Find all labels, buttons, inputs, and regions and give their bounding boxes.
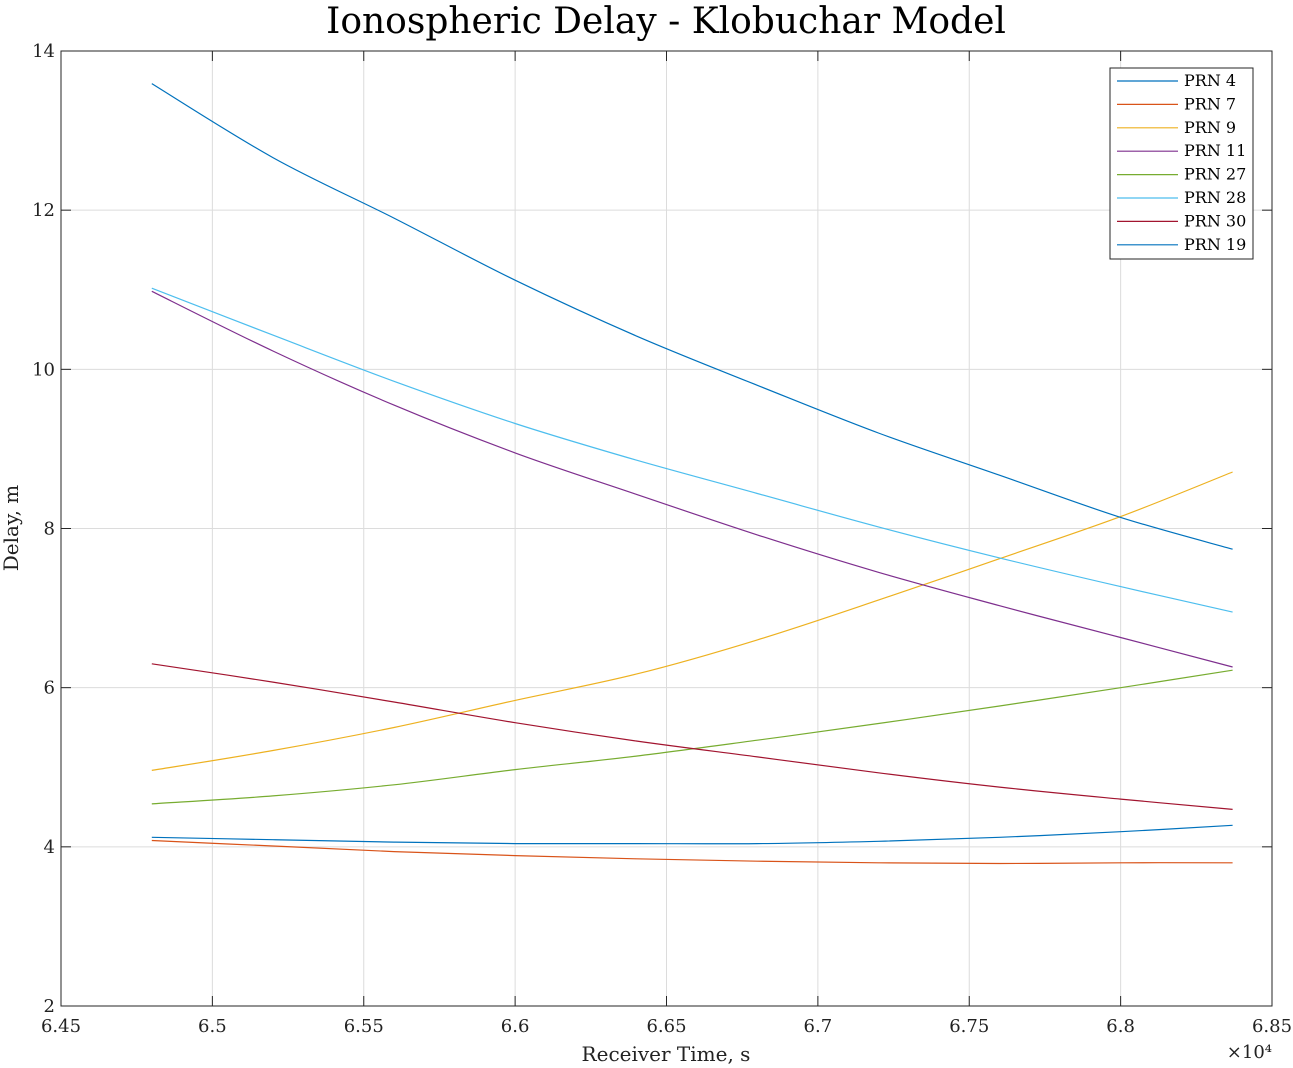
x-tick-label: 6.55 bbox=[344, 1016, 384, 1037]
series-line-prn-7 bbox=[151, 839, 1233, 865]
chart-title: Ionospheric Delay - Klobuchar Model bbox=[326, 1, 1006, 42]
y-tick-label: 8 bbox=[44, 519, 55, 540]
series-line-prn-4 bbox=[151, 824, 1233, 845]
x-tick-label: 6.65 bbox=[646, 1016, 686, 1037]
y-tick-labels: 2 4 6 8 10 12 14 bbox=[32, 41, 55, 1017]
legend-box bbox=[1109, 67, 1254, 260]
y-tick-label: 4 bbox=[44, 837, 55, 858]
x-tick-label: 6.75 bbox=[949, 1016, 989, 1037]
series-line-prn-11 bbox=[151, 290, 1233, 668]
x-tick-label: 6.85 bbox=[1252, 1016, 1292, 1037]
legend-label-prn-27: PRN 27 bbox=[1184, 165, 1246, 184]
legend-label-prn-9: PRN 9 bbox=[1184, 118, 1236, 137]
axis-ticks bbox=[60, 50, 1273, 1007]
legend-label-prn-4: PRN 4 bbox=[1184, 71, 1236, 90]
series-line-prn-9 bbox=[151, 471, 1233, 771]
legend: PRN 4 PRN 7 PRN 9 PRN 11 PRN 27 PRN 28 PRN 30 P… bbox=[1109, 67, 1254, 260]
x-axis-exponent: ×10⁴ bbox=[1227, 1042, 1272, 1063]
series-line-prn-27 bbox=[151, 669, 1233, 805]
series-line-prn-28 bbox=[151, 287, 1233, 613]
series-line-prn-19 bbox=[151, 83, 1233, 550]
y-tick-label: 2 bbox=[44, 996, 55, 1017]
grid-lines bbox=[60, 50, 1273, 1007]
legend-label-prn-11: PRN 11 bbox=[1184, 141, 1246, 160]
x-tick-label: 6.5 bbox=[198, 1016, 227, 1037]
x-tick-label: 6.8 bbox=[1106, 1016, 1135, 1037]
legend-label-prn-30: PRN 30 bbox=[1184, 211, 1246, 230]
x-tick-label: 6.45 bbox=[41, 1016, 81, 1037]
y-tick-label: 14 bbox=[32, 41, 55, 62]
x-tick-label: 6.7 bbox=[804, 1016, 833, 1037]
series-line-prn-30 bbox=[151, 663, 1233, 810]
x-tick-labels: 6.45 6.5 6.55 6.6 6.65 6.7 6.75 6.8 6.85 bbox=[41, 1016, 1292, 1037]
legend-label-prn-7: PRN 7 bbox=[1184, 94, 1236, 113]
legend-label-prn-19: PRN 19 bbox=[1184, 235, 1246, 254]
y-axis-label: Delay, m bbox=[0, 485, 23, 572]
x-tick-label: 6.6 bbox=[501, 1016, 530, 1037]
x-axis-label: Receiver Time, s bbox=[582, 1042, 751, 1066]
y-tick-label: 10 bbox=[32, 359, 55, 380]
y-tick-label: 12 bbox=[32, 200, 55, 221]
y-tick-label: 6 bbox=[44, 678, 55, 699]
legend-label-prn-28: PRN 28 bbox=[1184, 188, 1246, 207]
series-lines bbox=[151, 83, 1233, 865]
